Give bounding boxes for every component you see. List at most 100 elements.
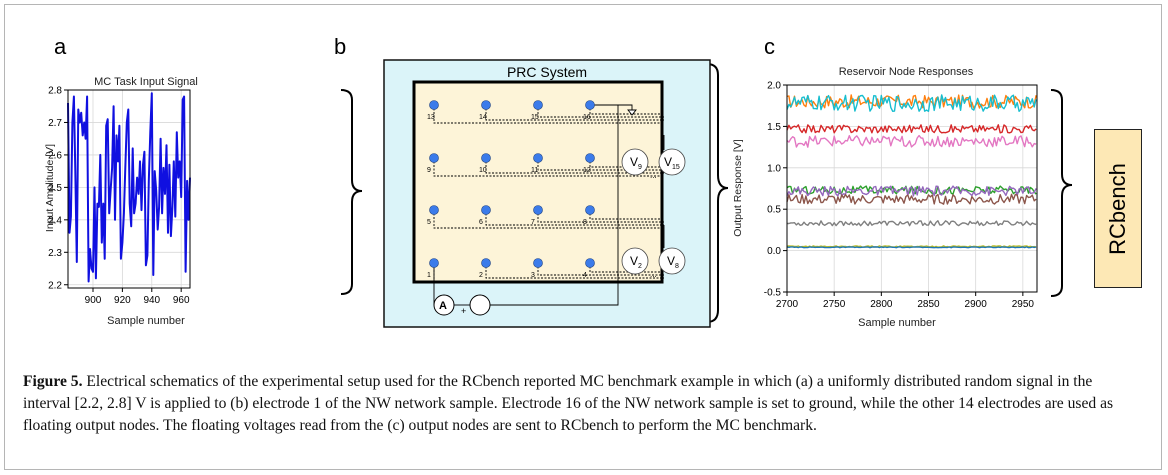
x-tick-label: 940 — [143, 295, 160, 306]
electrode-label-1: 1 — [427, 272, 431, 279]
electrode-label-2: 2 — [479, 272, 483, 279]
trace-12 — [589, 158, 664, 168]
svg-text:V: V — [664, 155, 672, 169]
brace-a — [340, 89, 363, 295]
electrode-label-11: 11 — [531, 167, 538, 174]
svg-text:V: V — [630, 155, 638, 169]
trace-16 — [589, 105, 664, 115]
series-line-6 — [786, 185, 1037, 197]
electrode-label-5: 5 — [427, 219, 431, 226]
voltmeter-ellipsis-top: ... — [650, 171, 657, 180]
series-line-8 — [787, 220, 1037, 227]
x-tick-label: 2800 — [870, 299, 893, 310]
voltmeter-v9-sub: 9 — [638, 164, 642, 171]
trace-13 — [433, 105, 664, 124]
x-tick-label: 2950 — [1012, 299, 1035, 310]
electrode-15 — [533, 100, 543, 110]
y-tick-label: 1.0 — [767, 163, 781, 174]
chart-c-xlabel: Sample number — [858, 317, 936, 329]
x-tick-label: 960 — [173, 295, 190, 306]
y-tick-label: 2.7 — [48, 118, 62, 129]
voltmeter-v15: V 15 — [658, 148, 686, 176]
trace-10 — [485, 158, 664, 174]
electrode-label-9: 9 — [427, 167, 431, 174]
electrode-6 — [481, 205, 491, 215]
plot-area-frame — [67, 89, 191, 289]
electrode-label-6: 6 — [479, 219, 483, 226]
series-line-4 — [786, 134, 1037, 148]
y-tick-label: 2.8 — [48, 86, 62, 97]
trace-5 — [433, 210, 664, 229]
voltage-source-icon — [469, 294, 491, 316]
electrode-9 — [429, 153, 439, 163]
caption-text: Electrical schematics of the experimenta… — [23, 373, 1114, 434]
y-tick-label: -0.5 — [764, 288, 782, 299]
svg-text:15: 15 — [672, 164, 680, 171]
electrode-1 — [429, 258, 439, 268]
x-tick-label: 900 — [85, 295, 102, 306]
series-line-10 — [786, 246, 1037, 249]
panel-label-a: a — [54, 34, 67, 59]
series-line-1 — [67, 92, 191, 283]
y-tick-label: 2.2 — [48, 280, 62, 291]
figure-caption: Figure 5. Electrical schematics of the e… — [23, 371, 1143, 437]
svg-text:V: V — [667, 254, 675, 268]
nw-network-sample — [412, 80, 664, 284]
y-tick-label: 2.4 — [48, 215, 62, 226]
chart-a-xlabel: Sample number — [107, 315, 185, 327]
electrode-14 — [481, 100, 491, 110]
x-tick-label: 2900 — [965, 299, 988, 310]
electrode-12 — [585, 153, 595, 163]
trace-8 — [589, 210, 664, 220]
x-tick-label: 2850 — [917, 299, 940, 310]
series-line-2 — [786, 94, 1037, 112]
electrode-label-13: 13 — [427, 114, 435, 121]
figure-frame — [4, 4, 1162, 470]
brace-b — [706, 63, 729, 323]
svg-text:A: A — [439, 300, 447, 312]
electrode-label-10: 10 — [479, 167, 487, 174]
y-tick-label: 1.5 — [767, 122, 781, 133]
y-tick-label: 2.6 — [48, 150, 62, 161]
ammeter: A — [433, 294, 455, 316]
trace-4 — [589, 263, 664, 273]
chart-c-title: Reservoir Node Responses — [838, 66, 974, 78]
electrode-label-15: 15 — [531, 114, 539, 121]
braces — [340, 63, 1073, 323]
series-line-9 — [786, 245, 1037, 248]
electrode-3 — [533, 258, 543, 268]
x-tick-label: 920 — [114, 295, 131, 306]
electrode-10 — [481, 153, 491, 163]
voltmeter-ellipsis-bottom: ... — [650, 270, 657, 279]
electrode-label-14: 14 — [479, 114, 487, 121]
electrode-label-16: 16 — [583, 114, 591, 121]
electrode-11 — [533, 153, 543, 163]
electrode-16 — [585, 100, 595, 110]
x-tick-label: 2750 — [823, 299, 846, 310]
svg-text:V: V — [630, 254, 638, 268]
y-tick-label: 0.0 — [767, 246, 781, 257]
electrode-8 — [585, 205, 595, 215]
electrode-label-12: 12 — [583, 167, 591, 174]
y-tick-label: 2.0 — [767, 81, 781, 92]
panel-label-b: b — [334, 34, 347, 59]
trace-9 — [433, 158, 664, 177]
series-line-1 — [786, 94, 1037, 109]
panel-label-c: c — [764, 34, 775, 59]
y-tick-label: 2.5 — [48, 183, 62, 194]
chart-a-title: MC Task Input Signal — [94, 76, 198, 88]
electrode-label-8: 8 — [583, 219, 587, 226]
series-line-7 — [786, 193, 1037, 205]
rcbench-label: RCbench — [1105, 162, 1130, 255]
prc-title: PRC System — [507, 64, 587, 80]
ground-icon — [627, 109, 637, 116]
chart-c: 2700 2750 2800 2850 2900 2950 -0.5 0.0 0.5 1.0 1.5… — [764, 81, 1038, 310]
trace-2 — [485, 263, 664, 279]
electrode-label-7: 7 — [531, 219, 535, 226]
trace-6 — [485, 210, 664, 226]
brace-c — [1050, 89, 1073, 297]
electrode-label-3: 3 — [531, 272, 535, 279]
x-tick-label: 2700 — [776, 299, 799, 310]
